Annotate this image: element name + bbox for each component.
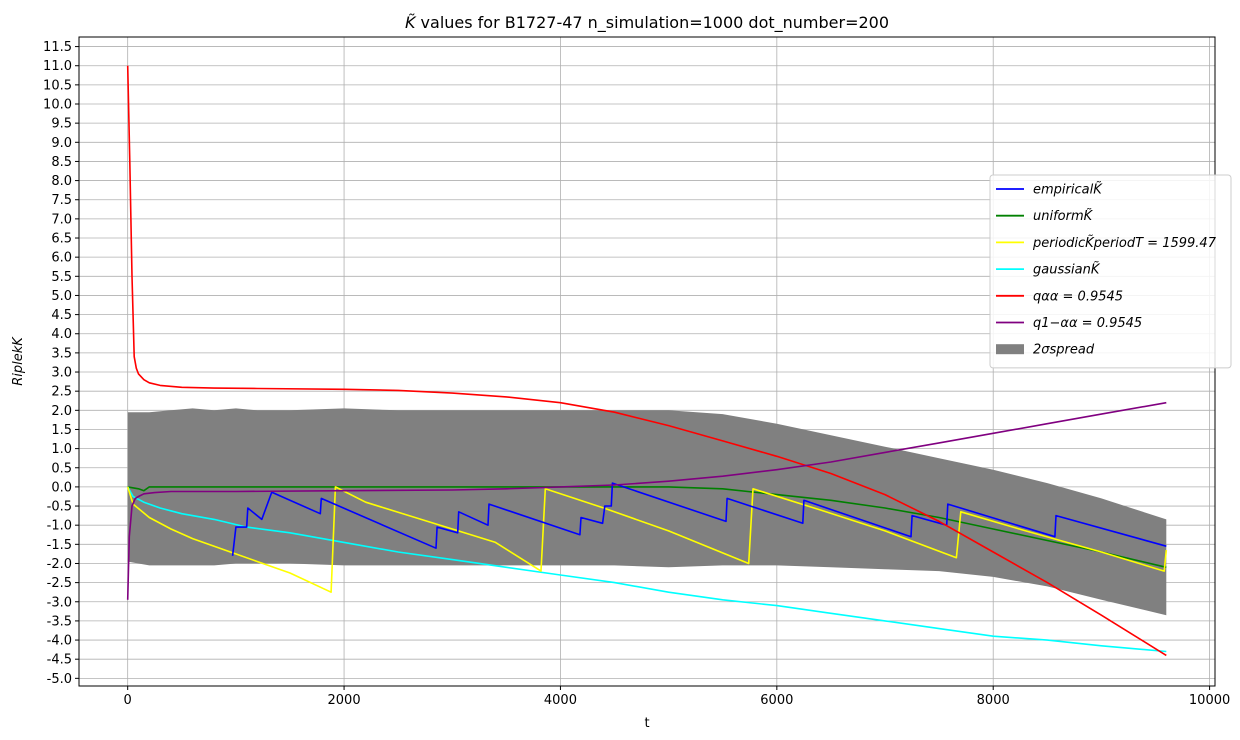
- y-tick-label: -4.0: [47, 634, 72, 649]
- legend-label: gaussianK̃: [1033, 262, 1101, 277]
- legend-label: periodicK̃periodT = 1599.47: [1032, 236, 1217, 251]
- y-tick-label: -2.5: [47, 576, 72, 591]
- y-tick-label: 3.5: [51, 346, 72, 361]
- y-tick-label: 2.0: [51, 404, 72, 419]
- y-tick-label: 8.5: [51, 155, 72, 170]
- legend: empiricalK̃ uniformK̃ periodicK̃periodT = …: [989, 174, 1232, 369]
- y-tick-label: 7.5: [51, 193, 72, 208]
- series-line: [127, 486, 1167, 569]
- series-line: [126, 486, 1168, 594]
- chart-title: K̃ values for B1727-47 n_simulation=1000…: [405, 13, 889, 33]
- y-tick-label: 9.5: [51, 117, 72, 132]
- y-axis-label: RiplekK: [11, 336, 26, 386]
- y-tick-label: -3.0: [47, 595, 72, 610]
- legend-label: empiricalK̃: [1033, 182, 1103, 197]
- y-tick-label: -0.5: [47, 500, 72, 515]
- y-axis-ticks: -5.0 -4.5 -4.0 -3.5 -3.0 -2.5 -2.0 -1.5 -1.0 -0.5…: [43, 40, 79, 687]
- title-text: values for B1727-47 n_simulation=1000 do…: [415, 13, 889, 33]
- y-tick-label: 3.0: [51, 366, 72, 381]
- x-tick-label: 2000: [328, 693, 361, 708]
- legend-swatch: [996, 344, 1024, 355]
- series-line: [126, 401, 1167, 600]
- x-tick-label: 6000: [760, 693, 793, 708]
- y-tick-label: -5.0: [47, 672, 72, 687]
- y-tick-label: 8.0: [51, 174, 72, 189]
- legend-box: [989, 174, 1232, 369]
- x-tick-label: 4000: [544, 693, 577, 708]
- y-tick-label: 4.5: [51, 308, 72, 323]
- y-tick-label: 1.0: [51, 442, 72, 457]
- series-line: [231, 482, 1167, 556]
- title-k-symbol: K̃: [405, 13, 417, 32]
- y-tick-label: 11.0: [43, 59, 72, 74]
- spread-band: [127, 408, 1167, 616]
- x-axis-label: t: [644, 716, 649, 731]
- y-tick-label: 2.5: [51, 385, 72, 400]
- legend-label: qαα = 0.9545: [1033, 289, 1123, 304]
- y-tick-label: 4.0: [51, 327, 72, 342]
- y-tick-label: 5.5: [51, 270, 72, 285]
- y-tick-label: -3.5: [47, 614, 72, 629]
- y-tick-label: 10.5: [43, 78, 72, 93]
- y-tick-label: 1.5: [51, 423, 72, 438]
- x-tick-label: 0: [124, 693, 132, 708]
- y-tick-label: -4.5: [47, 653, 72, 668]
- legend-label: q1−αα = 0.9545: [1033, 316, 1142, 331]
- legend-label: 2σspread: [1033, 343, 1095, 358]
- y-tick-label: -1.0: [47, 519, 72, 534]
- x-axis-ticks: 0 2000 4000 6000 8000 10000: [124, 686, 1230, 708]
- y-tick-label: 6.5: [51, 232, 72, 247]
- x-tick-label: 10000: [1189, 693, 1230, 708]
- y-tick-label: 11.5: [43, 40, 72, 55]
- series-line: [127, 486, 1167, 653]
- y-tick-label: 7.0: [51, 212, 72, 227]
- y-tick-label: 0.0: [51, 480, 72, 495]
- series-layer: [126, 65, 1168, 657]
- grid: [79, 37, 1215, 686]
- y-tick-label: 6.0: [51, 251, 72, 266]
- y-tick-label: -2.0: [47, 557, 72, 572]
- y-tick-label: 0.5: [51, 461, 72, 476]
- legend-label: uniformK̃: [1033, 209, 1094, 224]
- spread-band-layer: [127, 408, 1167, 616]
- y-tick-label: -1.5: [47, 538, 72, 553]
- y-tick-label: 10.0: [43, 98, 72, 113]
- y-tick-label: 9.0: [51, 136, 72, 151]
- y-tick-label: 5.0: [51, 289, 72, 304]
- x-tick-label: 8000: [977, 693, 1010, 708]
- series-line: [126, 65, 1167, 657]
